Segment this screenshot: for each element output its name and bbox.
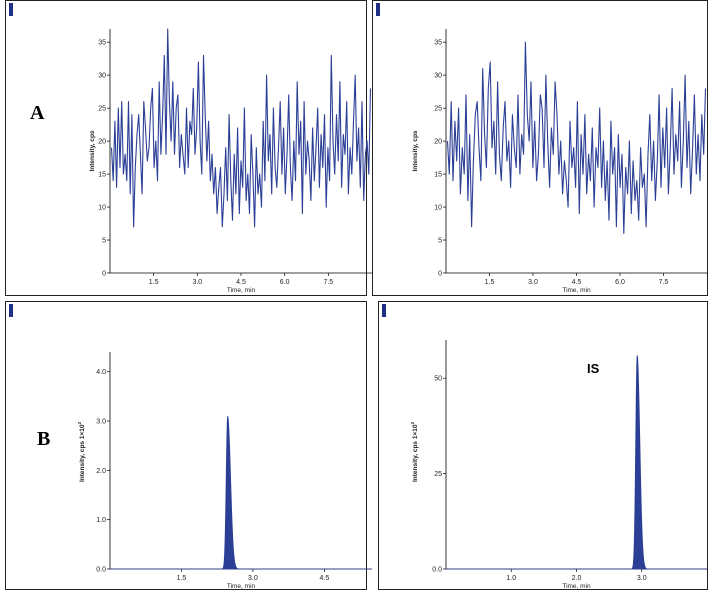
y-axis-title: Intensity, cps 1×103 [77, 422, 86, 483]
y-tick-label: 4.0 [96, 369, 106, 376]
y-tick-label: 15 [98, 172, 106, 179]
y-tick-label: 25 [434, 471, 442, 478]
x-tick-label: 3.0 [248, 575, 258, 582]
chromatogram-b-right: 0.0 25 50 1.0 2.0 3.0 Time, min Intensity, cps … [410, 340, 707, 590]
series-line [110, 28, 372, 228]
x-tick-label: 1.5 [149, 279, 159, 286]
panel-tab-marker [382, 304, 386, 317]
x-tick-label: 4.5 [236, 279, 246, 286]
chromatogram-a-right: 0 5 10 15 20 25 30 35 1.5 3.0 4.5 6.0 7.5 Time, min In… [412, 29, 707, 294]
y-tick-label: 0.0 [432, 567, 442, 574]
x-axis-title: Time, min [562, 583, 591, 590]
x-tick-label: 6.0 [615, 279, 625, 286]
figure-label-b: B [37, 428, 51, 450]
panel-tab-marker [376, 3, 380, 16]
x-tick-label: 6.0 [280, 279, 290, 286]
x-tick-label: 7.5 [659, 279, 669, 286]
y-tick-label: 10 [98, 205, 106, 212]
peak-area [446, 355, 707, 570]
series-line [446, 41, 707, 234]
y-tick-label: 20 [434, 139, 442, 146]
y-tick-label: 25 [98, 106, 106, 113]
y-tick-label: 35 [98, 40, 106, 47]
y-tick-label: 3.0 [96, 419, 106, 426]
figure-label-a: A [30, 102, 45, 124]
x-tick-label: 3.0 [637, 575, 647, 582]
x-tick-label: 1.0 [506, 575, 516, 582]
y-tick-label: 10 [434, 205, 442, 212]
x-tick-label: 4.5 [319, 575, 329, 582]
x-axis-title: Time, min [562, 287, 591, 294]
y-tick-label: 1.0 [96, 517, 106, 524]
x-tick-label: 7.5 [323, 279, 333, 286]
x-tick-label: 1.5 [485, 279, 495, 286]
y-tick-label: 0.0 [96, 567, 106, 574]
y-axis-title-exponent: 3 [77, 422, 82, 425]
y-tick-label: 15 [434, 172, 442, 179]
y-tick-label: 5 [438, 238, 442, 245]
x-tick-label: 1.5 [177, 575, 187, 582]
x-tick-label: 4.5 [572, 279, 582, 286]
y-tick-label: 0 [102, 271, 106, 278]
peak-area [110, 416, 372, 570]
y-tick-label: 35 [434, 40, 442, 47]
y-tick-label: 20 [98, 139, 106, 146]
y-axis-title-exponent: 3 [410, 422, 415, 425]
y-tick-label: 0 [438, 271, 442, 278]
chart-panel-a-right: 0 5 10 15 20 25 30 35 1.5 3.0 4.5 6.0 7.5 Time, min In… [372, 0, 708, 296]
y-tick-label: 30 [434, 73, 442, 80]
x-tick-label: 2.0 [572, 575, 582, 582]
chart-panel-b-left: 0.0 1.0 2.0 3.0 4.0 1.5 3.0 4.5 Time, min Intensi… [5, 301, 372, 590]
y-tick-label: 5 [102, 238, 106, 245]
y-tick-label: 2.0 [96, 468, 106, 475]
chart-panel-b-right: 0.0 25 50 1.0 2.0 3.0 Time, min Intensity, cps … [378, 301, 708, 590]
chromatogram-b-left: 0.0 1.0 2.0 3.0 4.0 1.5 3.0 4.5 Time, min Intensi… [77, 352, 372, 590]
y-tick-label: 25 [434, 106, 442, 113]
y-tick-label: 50 [434, 376, 442, 383]
y-axis-title: Intensity, cps [89, 130, 96, 171]
y-tick-label: 30 [98, 73, 106, 80]
chromatogram-a-left: 0 5 10 15 20 25 30 35 1.5 3.0 4.5 6.0 7.5 Time, min In… [89, 28, 372, 294]
x-tick-label: 3.0 [192, 279, 202, 286]
chart-panel-a-left: 0 5 10 15 20 25 30 35 1.5 3.0 4.5 6.0 7.5 Time, min In… [5, 0, 372, 296]
y-axis-title: Intensity, cps [412, 130, 419, 171]
y-axis-title: Intensity, cps 1×103 [410, 422, 419, 483]
panel-tab-marker [9, 304, 13, 317]
x-axis-title: Time, min [227, 583, 256, 590]
x-axis-title: Time, min [227, 287, 256, 294]
panel-tab-marker [9, 3, 13, 16]
x-tick-label: 3.0 [528, 279, 538, 286]
internal-standard-label: IS [587, 361, 600, 376]
